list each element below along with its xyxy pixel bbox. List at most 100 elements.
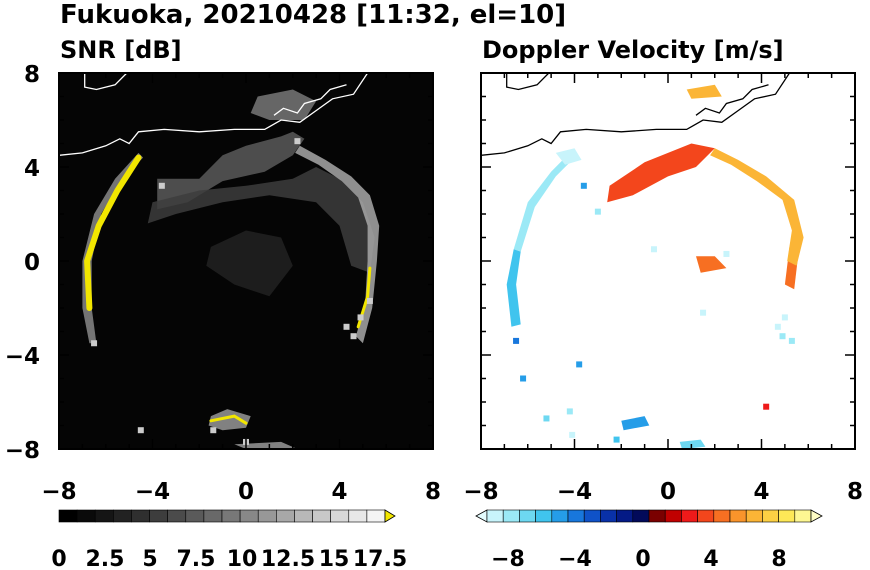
doppler-colorbar-swatch [729, 509, 747, 523]
doppler-colorbar-swatch [794, 509, 812, 523]
doppler-colorbar-swatch [745, 509, 763, 523]
snr-colorbar-swatch [348, 509, 368, 523]
doppler-x-tick-label: 8 [847, 479, 863, 505]
snr-colorbar-swatch [185, 509, 205, 523]
doppler-colorbar-label: 8 [771, 547, 786, 570]
snr-colorbar-swatch [58, 509, 78, 523]
doppler-colorbar-swatch [713, 509, 731, 523]
snr-echo-cell [357, 314, 364, 321]
doppler-colorbar-swatch [632, 509, 650, 523]
doppler-coastline-segment [481, 73, 791, 156]
snr-echo-cell [294, 138, 301, 145]
doppler-colorbar-swatch [681, 509, 698, 523]
snr-axis-ticks [58, 72, 434, 450]
doppler-echo-dark-blue-north [555, 148, 582, 165]
snr-coastline-segment [84, 73, 128, 91]
snr-x-tick-label: 8 [425, 479, 441, 505]
snr-echo-north-sea-clutter-2 [147, 167, 375, 273]
doppler-x-tick-label: 0 [660, 479, 676, 505]
doppler-echo-east-ring [710, 148, 804, 266]
doppler-echo-cell [513, 337, 520, 344]
doppler-echo-cell [779, 333, 786, 340]
doppler-echo-cell [594, 208, 601, 215]
doppler-echo-cell [723, 250, 730, 257]
snr-y-tick-label: 4 [24, 156, 40, 182]
snr-colorbar-swatch [149, 509, 168, 523]
doppler-echo-west-cyan [506, 249, 521, 327]
doppler-colorbar-extend-low [475, 509, 488, 523]
doppler-echo-cell [700, 309, 707, 316]
doppler-colorbar-swatch [567, 509, 585, 523]
doppler-colorbar-swatch [664, 509, 682, 523]
snr-echo-cell [91, 340, 98, 347]
snr-colorbar-swatch [221, 509, 241, 523]
doppler-colorbar-swatch [551, 509, 569, 523]
snr-colorbar-labels: 0 2.5 5 7.5 10 12.5 15 17.5 [51, 547, 407, 570]
doppler-colorbar-swatch [502, 509, 520, 523]
doppler-echo-cell [576, 361, 583, 368]
snr-colorbar-label: 2.5 [86, 547, 125, 570]
doppler-echo-south-cells [621, 416, 650, 431]
doppler-echo-cell [613, 436, 620, 443]
doppler-echo-center-echo [696, 256, 727, 273]
doppler-echoes [506, 84, 804, 449]
snr-y-tick-label: −4 [5, 344, 40, 370]
snr-x-tick-labels: −8 −4 0 4 8 [41, 479, 441, 505]
doppler-echo-cell [580, 182, 587, 189]
snr-echo-south-echo-2 [234, 441, 298, 449]
doppler-colorbar-swatch [697, 509, 715, 523]
snr-colorbar-label: 10 [227, 547, 258, 570]
doppler-colorbar-swatch [486, 509, 504, 523]
doppler-x-tick-label: −8 [463, 479, 498, 505]
snr-echo-north-plume [250, 89, 317, 120]
doppler-colorbar-swatch [600, 509, 617, 523]
doppler-colorbar-labels: −8 −4 0 4 8 [491, 547, 787, 570]
doppler-echo-cell [774, 323, 781, 330]
snr-x-tick-label: 4 [331, 479, 347, 505]
doppler-echo-cell [566, 408, 573, 415]
snr-colorbar-extend [384, 509, 396, 523]
doppler-echo-north-plume [686, 84, 722, 99]
snr-colorbar [58, 509, 396, 523]
snr-colorbar-label: 12.5 [261, 547, 315, 570]
doppler-echo-cell [650, 246, 657, 253]
snr-colorbar-swatch [276, 509, 295, 523]
doppler-echo-cell [569, 431, 576, 438]
snr-coastline-segment [273, 84, 347, 116]
doppler-coastline [481, 73, 791, 156]
doppler-colorbar-swatch [535, 509, 553, 523]
snr-colorbar-swatch [113, 509, 132, 523]
snr-echo-cell [210, 427, 217, 434]
doppler-echo-north-approach [607, 143, 715, 203]
snr-colorbar-label: 7.5 [177, 547, 216, 570]
snr-coastline-segment [59, 73, 369, 156]
doppler-panel: Doppler Velocity [m/s] −8 −4 0 4 8 −8 −4… [463, 36, 863, 570]
snr-echo-cell [366, 297, 373, 304]
doppler-x-tick-labels: −8 −4 0 4 8 [463, 479, 863, 505]
doppler-x-tick-label: 4 [753, 479, 769, 505]
snr-colorbar-swatch [167, 509, 187, 523]
doppler-colorbar [475, 509, 823, 523]
doppler-colorbar-swatch [778, 509, 796, 523]
doppler-x-tick-label: −4 [557, 479, 592, 505]
doppler-colorbar-label: 0 [635, 547, 650, 570]
snr-echo-north-sea-clutter [157, 131, 305, 210]
snr-colorbar-swatch [94, 509, 114, 523]
snr-coastline [59, 73, 369, 156]
doppler-echo-south-cells-2 [679, 439, 706, 449]
snr-strong-south-echo [209, 414, 248, 425]
snr-echo-center-clutter [206, 230, 293, 297]
doppler-echo-cell [763, 403, 770, 410]
doppler-axis-ticks [480, 72, 856, 450]
snr-colorbar-swatch [131, 509, 150, 523]
snr-echoes [82, 89, 380, 449]
doppler-panel-title: Doppler Velocity [m/s] [482, 36, 784, 64]
doppler-echo-cell [543, 415, 550, 422]
snr-x-tick-label: −4 [135, 479, 170, 505]
snr-panel: SNR [dB] −8 −4 0 4 8 8 4 0 −4 −8 0 2.5 5… [5, 36, 441, 570]
snr-colorbar-swatch [203, 509, 223, 523]
snr-colorbar-label: 0 [51, 547, 66, 570]
snr-colorbar-swatch [330, 509, 350, 523]
snr-y-tick-label: 0 [24, 250, 40, 276]
